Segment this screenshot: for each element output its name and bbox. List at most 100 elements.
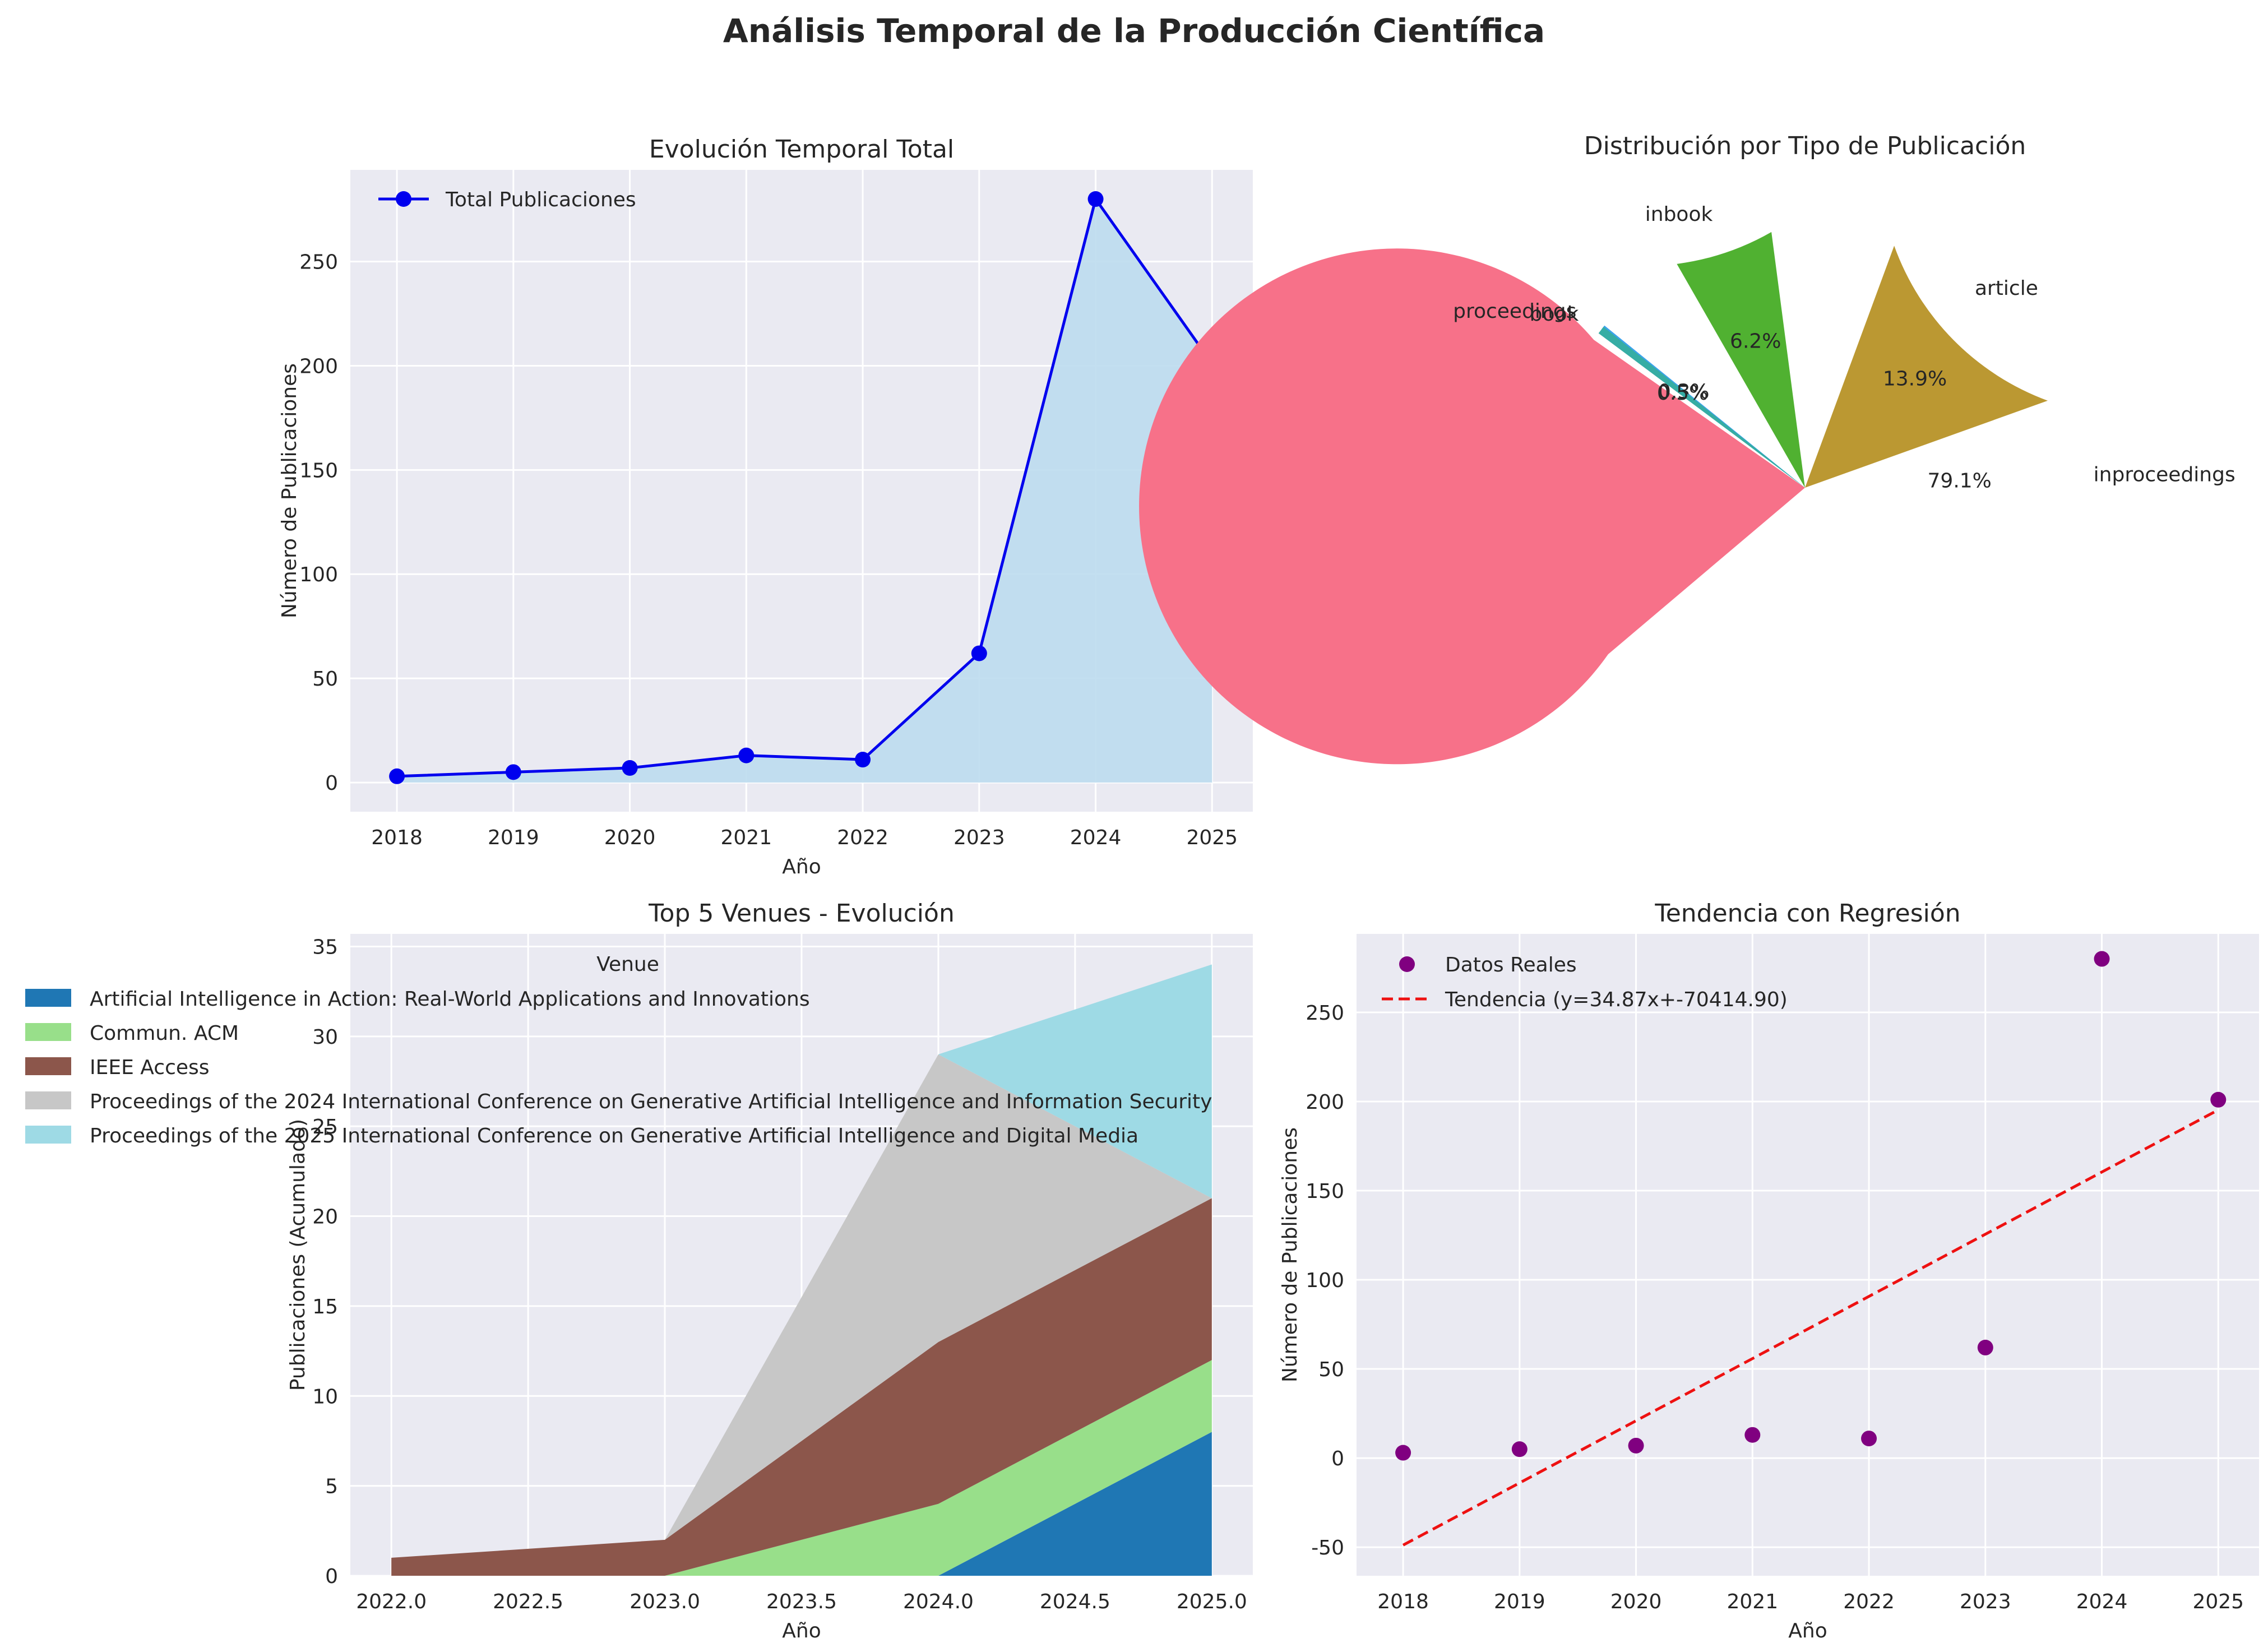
x-tick-label: 2018 xyxy=(371,826,423,849)
x-tick-label: 2025 xyxy=(1186,826,1238,849)
y-axis-label: Número de Publicaciones xyxy=(1279,1127,1302,1382)
x-tick-label: 2023 xyxy=(1960,1590,2011,1613)
legend-title: Venue xyxy=(596,953,659,976)
data-point xyxy=(505,764,521,780)
y-tick-label: 10 xyxy=(312,1385,338,1408)
plot-area xyxy=(1357,934,2259,1576)
data-point xyxy=(389,768,405,784)
x-tick-label: 2023 xyxy=(954,826,1005,849)
scatter-point xyxy=(1744,1427,1761,1443)
x-tick-label: 2018 xyxy=(1377,1590,1429,1613)
slice-label: inproceedings xyxy=(2094,463,2235,486)
x-tick-label: 2020 xyxy=(604,826,656,849)
data-point xyxy=(622,760,638,776)
x-tick-label: 2023.5 xyxy=(766,1590,837,1613)
x-axis-label: Año xyxy=(782,855,821,878)
y-tick-label: 30 xyxy=(312,1026,338,1049)
x-axis-label: Año xyxy=(782,1619,821,1642)
stacked-area-1 xyxy=(391,1360,1212,1576)
x-tick-label: 2022 xyxy=(1843,1590,1895,1613)
x-tick-label: 2019 xyxy=(488,826,539,849)
legend-label: Proceedings of the 2024 International Co… xyxy=(90,1090,1212,1113)
legend-label: IEEE Access xyxy=(90,1056,210,1079)
scatter-point xyxy=(2094,951,2110,967)
legend-label: Commun. ACM xyxy=(90,1022,239,1045)
y-tick-label: 5 xyxy=(325,1475,338,1498)
x-tick-label: 2022.0 xyxy=(356,1590,427,1613)
x-tick-label: 2024.5 xyxy=(1040,1590,1110,1613)
legend-swatch xyxy=(25,989,71,1007)
slice-percentage: 13.9% xyxy=(1883,368,1947,391)
legend-label: Datos Reales xyxy=(1445,954,1577,977)
data-point xyxy=(971,645,987,661)
slice-label: book xyxy=(1530,303,1579,326)
slice-label: inbook xyxy=(1645,203,1713,226)
scatter-point xyxy=(1511,1441,1528,1457)
legend-label: Total Publicaciones xyxy=(445,188,636,211)
x-tick-label: 2022 xyxy=(837,826,888,849)
data-point xyxy=(738,747,755,763)
legend-label: Proceedings of the 2025 International Co… xyxy=(90,1125,1138,1147)
legend-swatch xyxy=(25,1126,71,1144)
data-point xyxy=(855,752,871,768)
x-tick-label: 2024 xyxy=(1070,826,1122,849)
data-point xyxy=(1087,191,1104,207)
scatter-point xyxy=(1395,1445,1411,1461)
y-tick-label: -50 xyxy=(1311,1537,1344,1560)
chart-title: Distribución por Tipo de Publicación xyxy=(1584,132,2026,160)
slice-percentage: 79.1% xyxy=(1928,469,1992,492)
regression-trend-chart: 2018 2019 2020 2021 2022 2023 2024 2025 -50 0 50 10… xyxy=(1279,899,2259,1642)
scatter-point xyxy=(1861,1431,1877,1447)
y-tick-label: 15 xyxy=(312,1295,338,1318)
top-venues-area-chart: 2022.0 2022.5 2023.0 2023.5 2024.0 2024.5 2025… xyxy=(25,899,1253,1642)
y-tick-label: 35 xyxy=(312,936,338,959)
series-line-total xyxy=(397,196,1214,778)
x-tick-label: 2023.0 xyxy=(630,1590,700,1613)
legend-marker xyxy=(396,191,411,207)
y-axis-label: Publicaciones (Acumulado) xyxy=(286,1119,309,1391)
stacked-area-3 xyxy=(391,1054,1212,1558)
y-tick-label: 0 xyxy=(1331,1447,1344,1470)
slice-label: proceedings xyxy=(1453,300,1576,323)
y-tick-label: 250 xyxy=(299,251,338,274)
figure-title: Análisis Temporal de la Producción Cient… xyxy=(723,12,1545,50)
y-tick-label: 50 xyxy=(1318,1358,1344,1381)
publication-type-pie-chart: Distribución por Tipo de Publicación inpr… xyxy=(1139,132,2235,765)
x-tick-label: 2024.0 xyxy=(903,1590,974,1613)
y-axis-label: Número de Publicaciones xyxy=(278,363,301,618)
y-tick-label: 100 xyxy=(1306,1269,1344,1292)
x-tick-label: 2021 xyxy=(1727,1590,1779,1613)
legend-label: Artificial Intelligence in Action: Real-… xyxy=(90,988,810,1011)
y-tick-label: 0 xyxy=(325,1565,338,1588)
legend-swatch xyxy=(25,1057,71,1075)
filled-area xyxy=(397,199,1212,783)
y-tick-label: 0 xyxy=(325,772,338,795)
legend-marker xyxy=(1399,956,1415,972)
pie-slice-inbook xyxy=(1677,232,1805,488)
y-tick-label: 50 xyxy=(312,668,338,691)
chart-title: Evolución Temporal Total xyxy=(649,135,954,164)
x-tick-label: 2025 xyxy=(2192,1590,2244,1613)
x-tick-label: 2024 xyxy=(2076,1590,2128,1613)
y-tick-label: 25 xyxy=(312,1116,338,1139)
y-tick-label: 150 xyxy=(299,459,338,482)
pie-slice-proceedings xyxy=(1598,327,1805,488)
y-tick-label: 200 xyxy=(1306,1091,1344,1114)
pie-slice-inproceedings xyxy=(1139,248,1805,765)
slice-label: article xyxy=(1975,277,2038,300)
legend-label: Tendencia (y=34.87x+-70414.90) xyxy=(1445,988,1788,1011)
chart-title: Tendencia con Regresión xyxy=(1654,899,1960,928)
legend-swatch xyxy=(25,1091,71,1109)
legend-swatch xyxy=(25,1023,71,1041)
scatter-point xyxy=(2210,1091,2227,1108)
x-tick-label: 2022.5 xyxy=(493,1590,563,1613)
scatter-point xyxy=(1977,1339,1993,1355)
x-tick-label: 2020 xyxy=(1610,1590,1662,1613)
regression-trend-line xyxy=(1402,1108,2219,1547)
slice-percentage: 6.2% xyxy=(1730,330,1781,353)
pie-slice-article xyxy=(1805,246,2048,488)
stacked-area-4 xyxy=(391,964,1212,1558)
x-axis-label: Año xyxy=(1788,1619,1827,1642)
chart-title: Top 5 Venues - Evolución xyxy=(648,899,955,928)
